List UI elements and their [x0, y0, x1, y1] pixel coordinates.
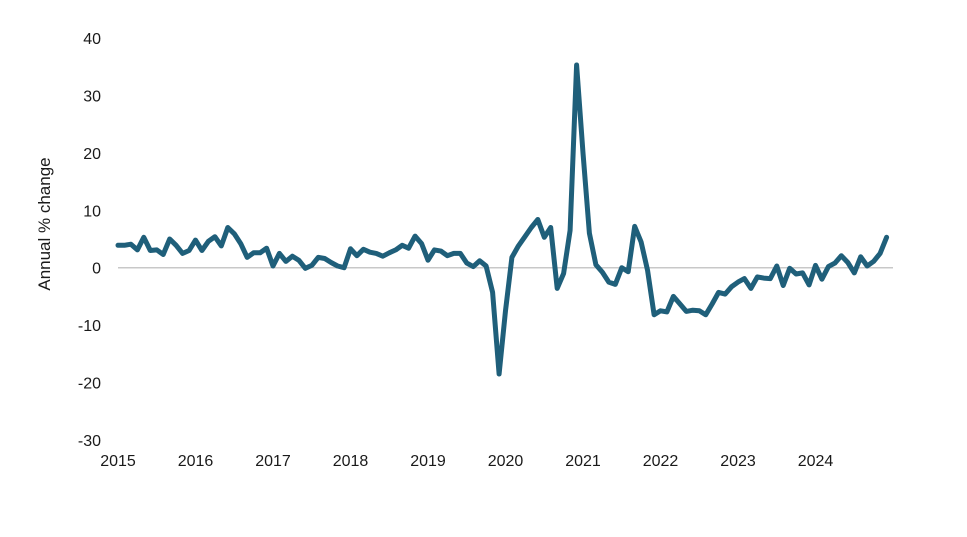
y-axis-ticks: 40 30 20 10 0 -10 -20 -30 [78, 31, 101, 450]
y-tick-label: -30 [78, 433, 101, 450]
x-tick-label: 2015 [100, 453, 136, 470]
series-line [115, 62, 890, 377]
y-tick-label: 20 [83, 146, 101, 163]
y-tick-label: 0 [92, 261, 101, 278]
y-tick-label: 10 [83, 203, 101, 220]
x-tick-label: 2022 [643, 453, 679, 470]
x-tick-label: 2016 [178, 453, 214, 470]
x-tick-label: 2018 [333, 453, 369, 470]
x-tick-label: 2019 [410, 453, 446, 470]
x-tick-label: 2021 [565, 453, 601, 470]
x-tick-label: 2024 [798, 453, 834, 470]
x-tick-label: 2017 [255, 453, 291, 470]
y-tick-label: 30 [83, 88, 101, 105]
x-tick-label: 2023 [720, 453, 756, 470]
y-axis-title: Annual % change [35, 157, 54, 290]
y-tick-label: -20 [78, 376, 101, 393]
y-tick-label: -10 [78, 318, 101, 335]
x-axis-ticks: 2015 2016 2017 2018 2019 2020 2021 2022 2023 2024 [100, 453, 833, 470]
x-tick-label: 2020 [488, 453, 524, 470]
y-tick-label: 40 [83, 31, 101, 48]
